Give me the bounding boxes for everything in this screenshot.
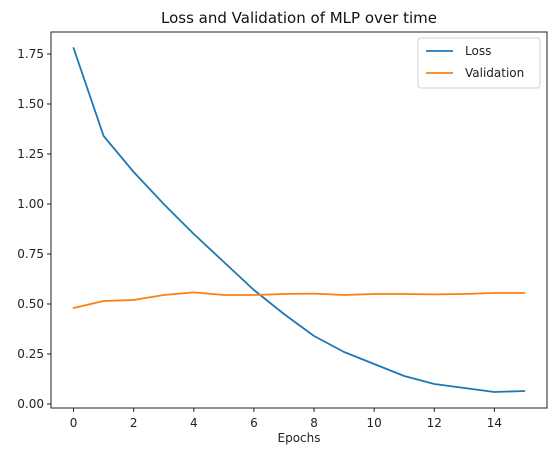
y-tick-label: 0.75: [17, 247, 44, 261]
chart-title: Loss and Validation of MLP over time: [161, 9, 437, 27]
legend-label-validation: Validation: [465, 66, 524, 80]
series-lines: [72, 47, 526, 393]
x-tick-label: 4: [190, 416, 198, 430]
legend-label-loss: Loss: [465, 44, 491, 58]
series-line-validation: [72, 291, 526, 309]
x-tick-label: 10: [367, 416, 382, 430]
series-line-loss: [72, 47, 526, 393]
x-tick-label: 6: [250, 416, 258, 430]
y-tick-label: 0.25: [17, 347, 44, 361]
x-axis-title: Epochs: [278, 431, 321, 445]
x-tick-label: 2: [130, 416, 138, 430]
plot-frame: [50, 31, 548, 409]
x-axis-ticks: 0 2 4 6 8 10 12 14: [70, 408, 502, 430]
y-axis-ticks: 0.00 0.25 0.50 0.75 1.00 1.25 1.50 1.75: [17, 47, 51, 411]
y-tick-label: 1.50: [17, 97, 44, 111]
y-tick-label: 1.00: [17, 197, 44, 211]
y-tick-label: 0.00: [17, 397, 44, 411]
y-tick-label: 1.25: [17, 147, 44, 161]
legend: Loss Validation: [417, 37, 541, 89]
x-tick-label: 14: [487, 416, 502, 430]
x-tick-label: 8: [310, 416, 318, 430]
x-tick-label: 12: [427, 416, 442, 430]
y-tick-label: 0.50: [17, 297, 44, 311]
y-tick-label: 1.75: [17, 47, 44, 61]
x-tick-label: 0: [70, 416, 78, 430]
